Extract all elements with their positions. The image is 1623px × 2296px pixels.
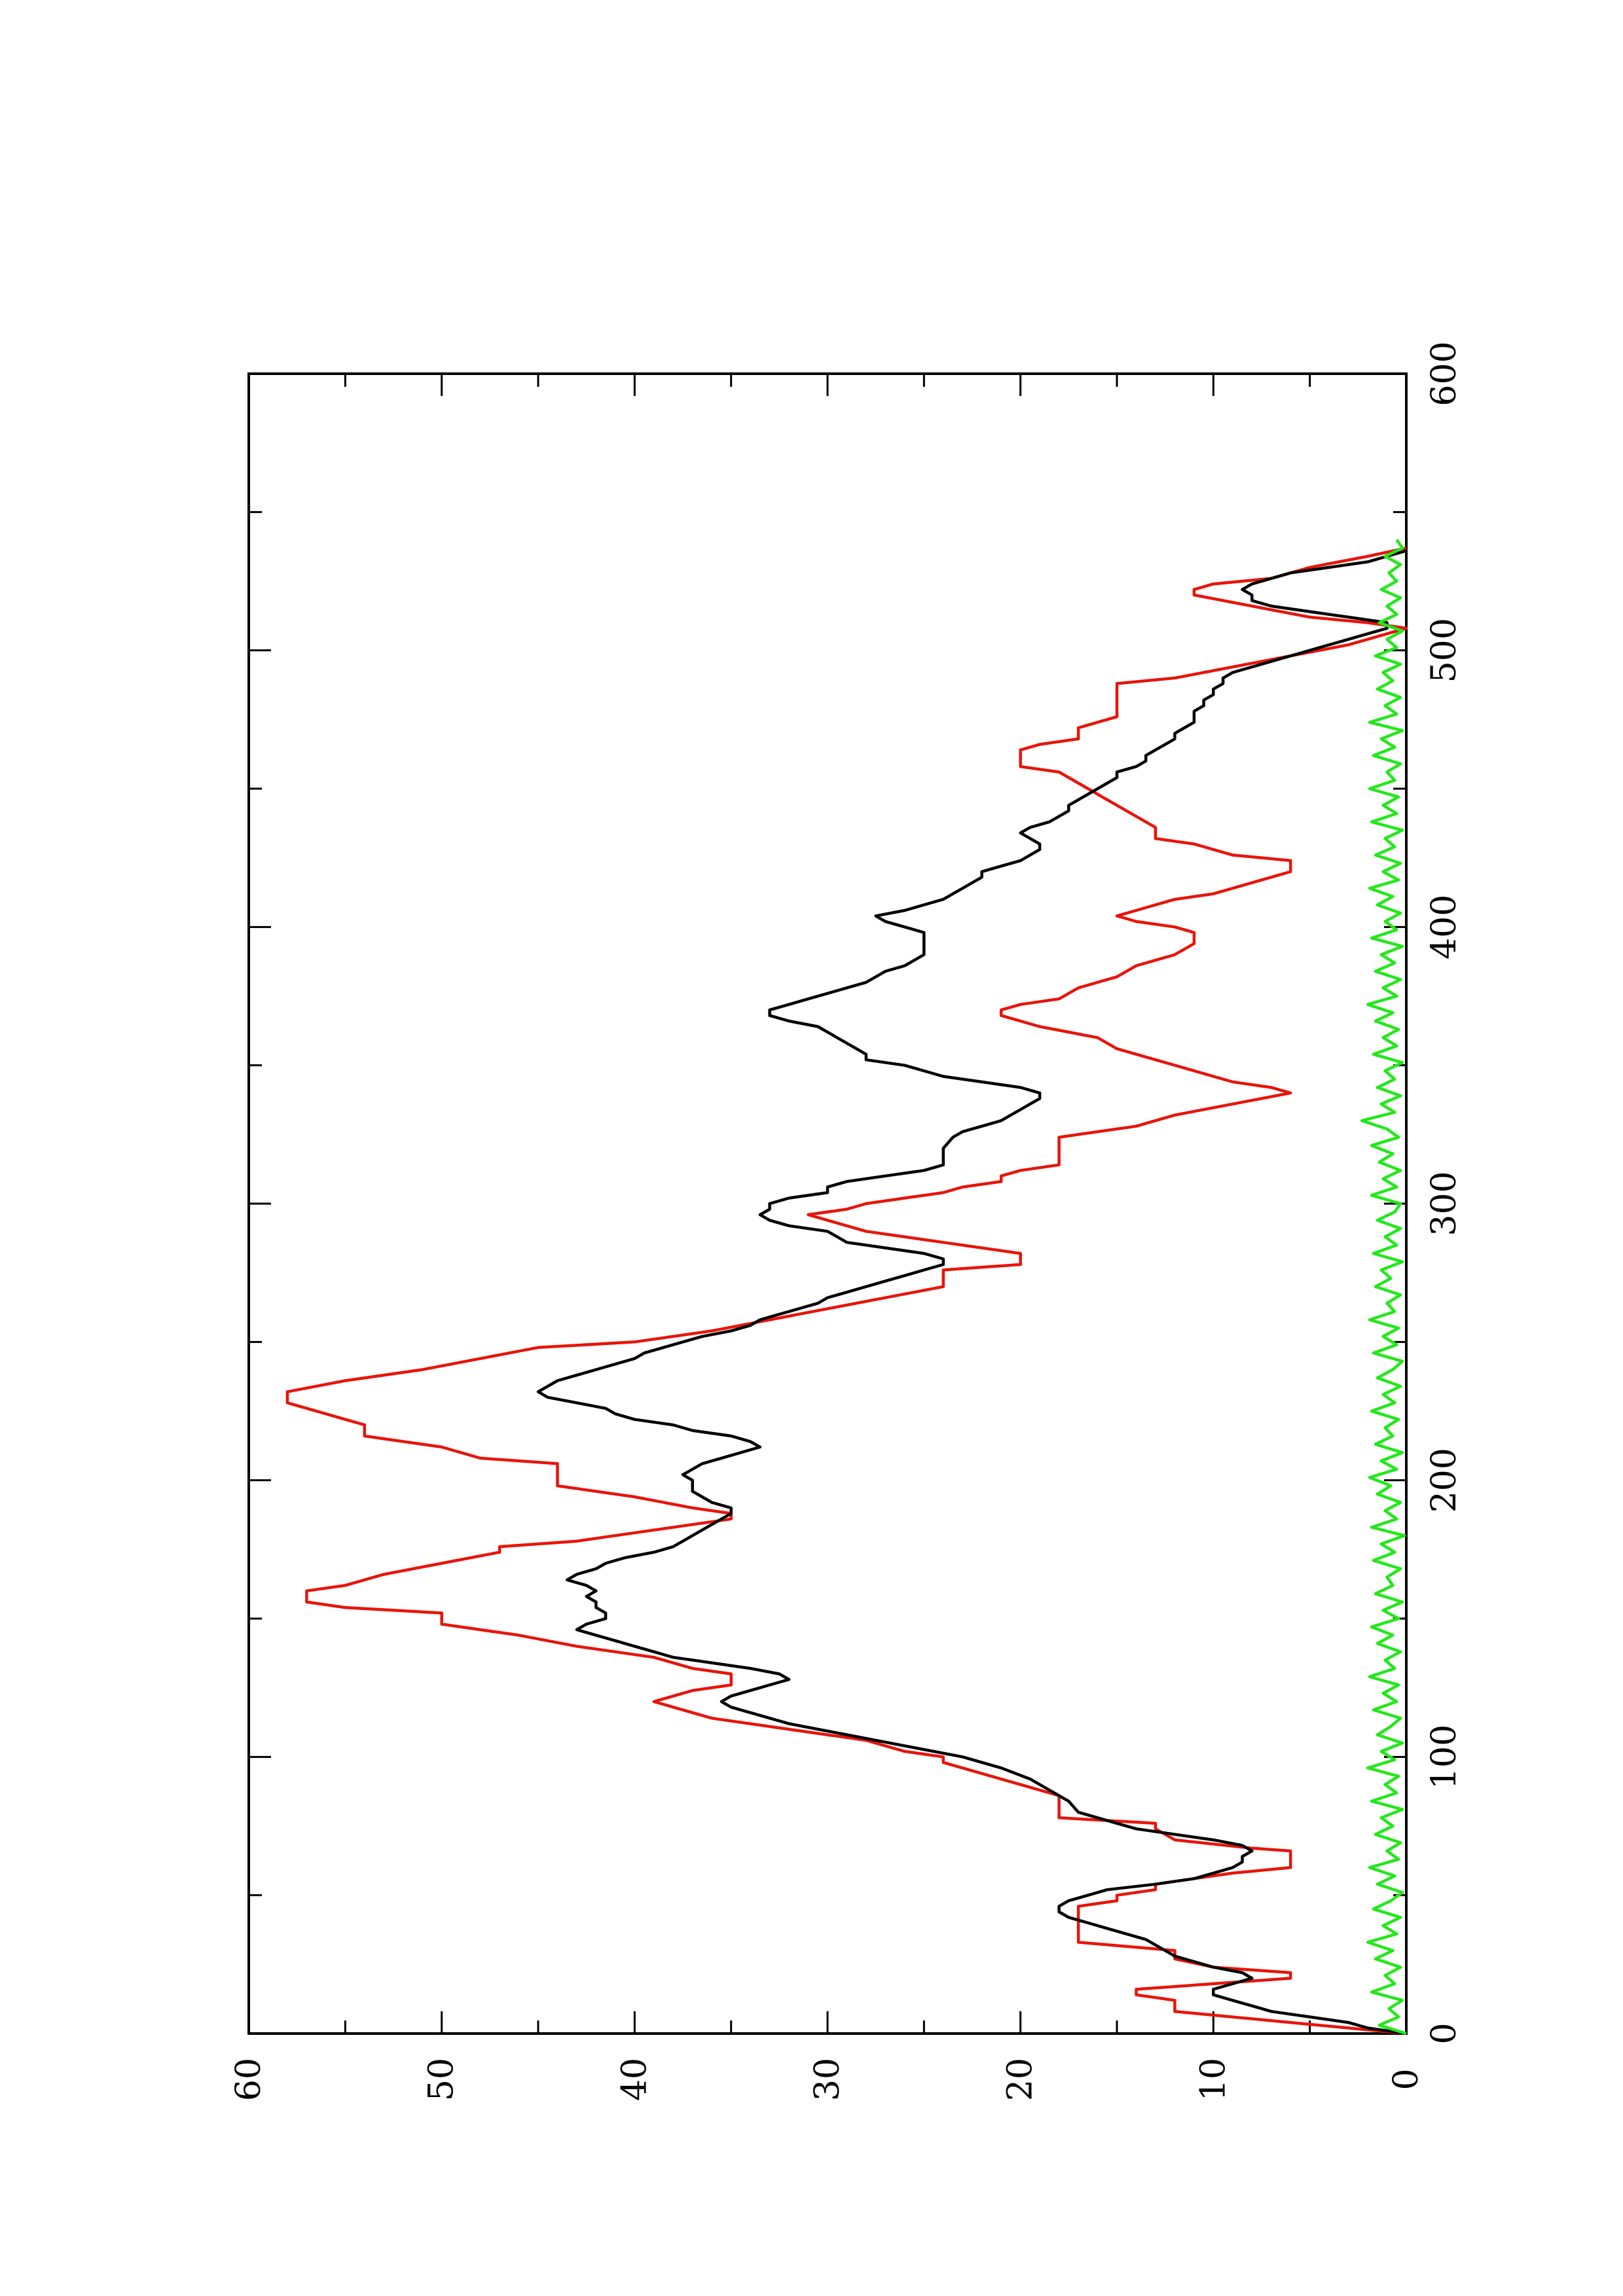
- plot-frame: [247, 372, 1408, 2035]
- y-tick-label: 20: [1001, 2058, 1040, 2101]
- y-tick-label: 30: [808, 2058, 847, 2101]
- series-line-3: [1360, 539, 1407, 2036]
- x-tick-label: 100: [1425, 1725, 1464, 1789]
- y-tick-label: 60: [229, 2058, 268, 2101]
- series-layer: [285, 539, 1408, 2036]
- y-tick-label: 0: [1387, 2068, 1426, 2090]
- x-tick-label: 400: [1425, 895, 1464, 960]
- axis-ticks: [247, 372, 1408, 2035]
- series-line-1: [285, 547, 1408, 2036]
- x-tick-label: 200: [1425, 1448, 1464, 1513]
- x-tick-label: 300: [1425, 1171, 1464, 1236]
- x-tick-label: 600: [1425, 341, 1464, 406]
- series-line-2: [536, 549, 1407, 2036]
- y-tick-label: 40: [615, 2058, 654, 2101]
- x-tick-label: 500: [1425, 618, 1464, 683]
- x-tick-label: 0: [1425, 2022, 1464, 2044]
- y-tick-label: 50: [422, 2058, 462, 2101]
- tick-labels: 0 100 200 300 400 500 600 0 10 20 30 40 50 60: [229, 341, 1464, 2101]
- y-tick-label: 10: [1194, 2058, 1233, 2101]
